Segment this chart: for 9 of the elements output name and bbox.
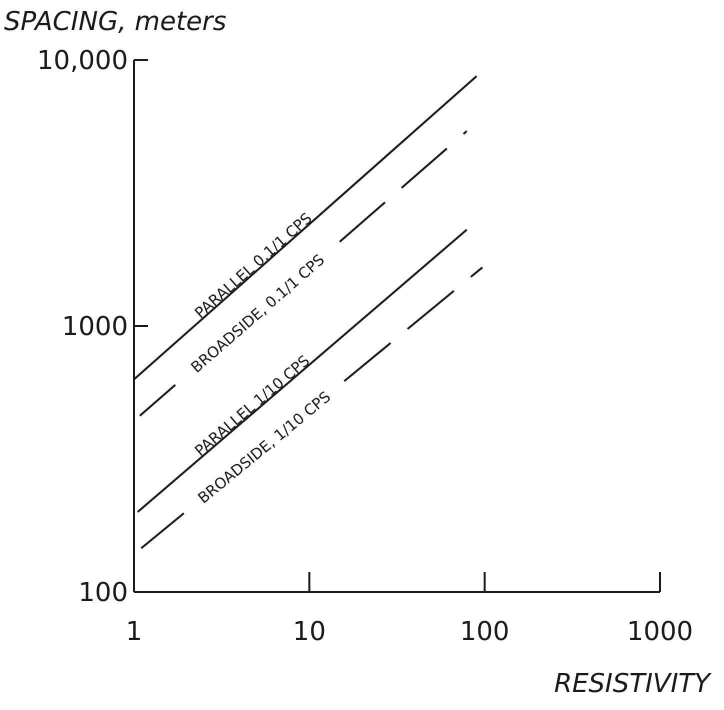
x-tick-label: 10	[292, 617, 326, 647]
y-tick-label: 100	[78, 578, 128, 608]
y-tick-label: 10,000	[37, 46, 128, 76]
x-tick-label: 1000	[626, 617, 694, 647]
x-tick-label: 1	[126, 617, 142, 647]
x-tick-label: 100	[460, 617, 510, 647]
y-axis-title: SPACING, meters	[4, 7, 226, 37]
x-axis-title: RESISTIVITY	[554, 669, 712, 699]
y-tick-label: 1000	[62, 312, 128, 342]
